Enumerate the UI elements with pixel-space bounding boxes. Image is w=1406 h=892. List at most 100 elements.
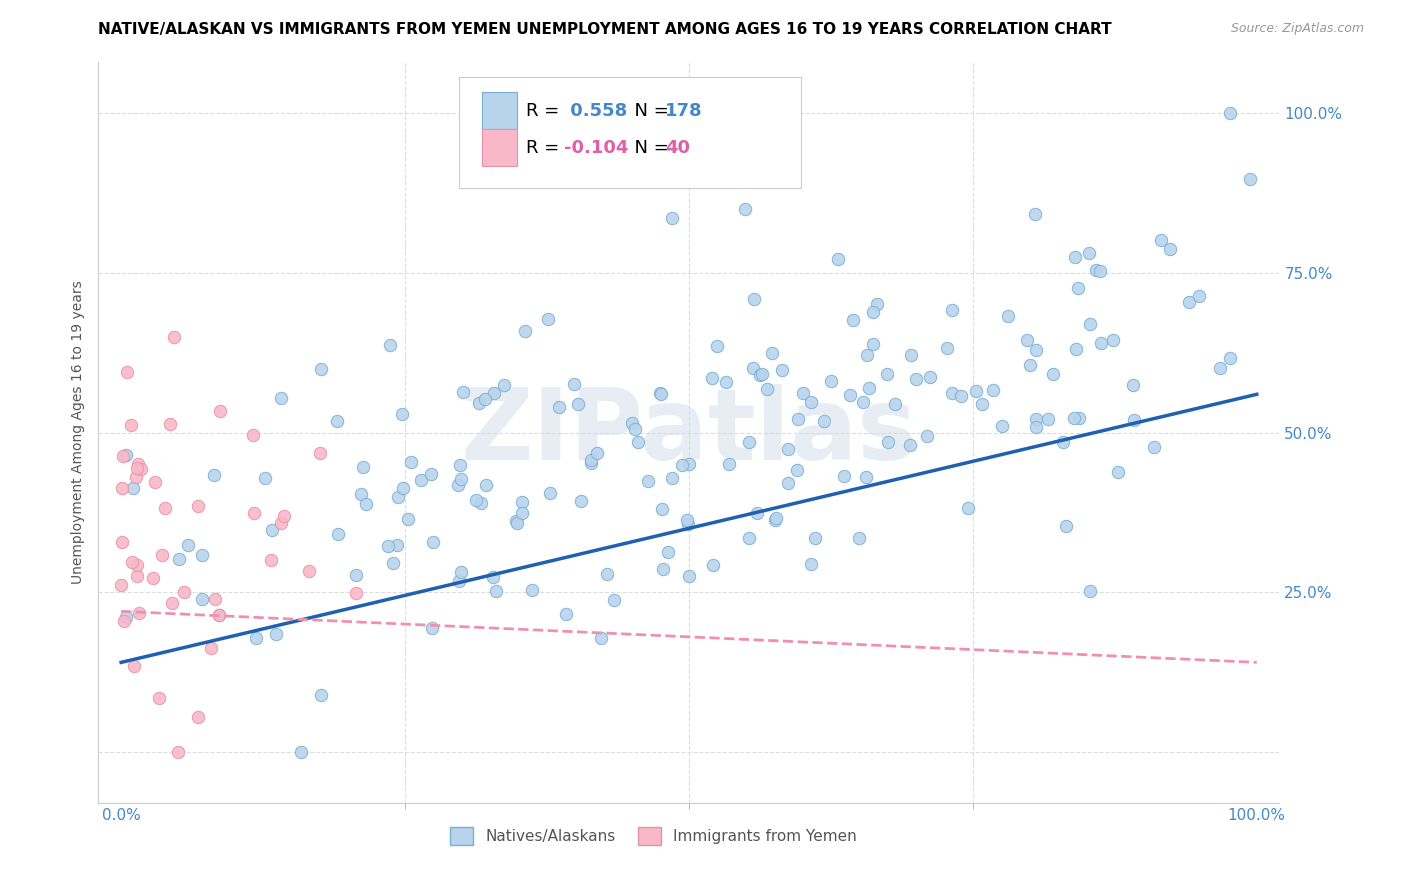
Point	[127, 457, 149, 471]
Point	[1090, 336, 1112, 351]
Point	[510, 495, 533, 509]
Point	[1025, 420, 1047, 434]
Text: 40: 40	[665, 138, 690, 157]
Point	[115, 365, 138, 379]
Point	[1219, 351, 1241, 365]
Point	[270, 516, 292, 531]
Point	[776, 475, 799, 490]
Point	[1063, 411, 1085, 425]
Point	[111, 535, 134, 549]
Point	[173, 585, 195, 599]
Point	[142, 571, 165, 585]
Point	[128, 606, 150, 620]
Point	[309, 688, 332, 702]
Point	[675, 512, 697, 526]
Point	[820, 374, 842, 388]
Point	[671, 458, 693, 472]
Point	[131, 462, 153, 476]
Point	[676, 516, 699, 531]
Point	[786, 463, 808, 477]
Point	[579, 457, 602, 471]
Point	[800, 394, 823, 409]
Point	[122, 482, 145, 496]
Point	[1107, 465, 1129, 479]
Point	[842, 313, 865, 327]
Point	[447, 574, 470, 588]
Point	[191, 592, 214, 607]
Point	[1088, 264, 1111, 278]
Point	[260, 553, 283, 567]
Point	[813, 414, 835, 428]
Point	[378, 338, 401, 352]
Point	[121, 555, 143, 569]
Point	[125, 470, 148, 484]
Point	[834, 469, 856, 483]
Point	[474, 392, 496, 406]
Text: Source: ZipAtlas.com: Source: ZipAtlas.com	[1230, 22, 1364, 36]
Point	[143, 475, 166, 490]
Point	[862, 337, 884, 351]
Point	[763, 513, 786, 527]
Point	[738, 435, 761, 450]
Point	[298, 564, 321, 578]
Point	[717, 457, 740, 471]
Point	[839, 388, 862, 402]
Point	[898, 438, 921, 452]
Point	[1054, 518, 1077, 533]
Point	[706, 339, 728, 353]
Point	[204, 592, 226, 607]
Point	[308, 446, 330, 460]
Point	[997, 310, 1019, 324]
Point	[1084, 263, 1107, 277]
Point	[804, 531, 827, 545]
Text: ZIPatlas: ZIPatlas	[461, 384, 917, 481]
Point	[290, 745, 312, 759]
Point	[492, 377, 515, 392]
Point	[827, 252, 849, 267]
Point	[311, 361, 333, 376]
Point	[657, 544, 679, 558]
Point	[474, 478, 496, 492]
Point	[254, 471, 277, 485]
Point	[242, 428, 264, 442]
Point	[122, 658, 145, 673]
Point	[377, 540, 399, 554]
Point	[1102, 334, 1125, 348]
Point	[786, 412, 808, 426]
Point	[1025, 412, 1047, 426]
Point	[200, 640, 222, 655]
Point	[468, 396, 491, 410]
Point	[125, 569, 148, 583]
Point	[115, 448, 138, 462]
Point	[510, 506, 533, 520]
Point	[714, 375, 737, 389]
FancyBboxPatch shape	[482, 129, 516, 166]
FancyBboxPatch shape	[458, 78, 801, 188]
Point	[148, 690, 170, 705]
Text: R =: R =	[526, 138, 565, 157]
Point	[1078, 583, 1101, 598]
Point	[596, 567, 619, 582]
Point	[208, 404, 231, 418]
Point	[678, 458, 700, 472]
Point	[167, 552, 190, 566]
Point	[770, 363, 793, 377]
Point	[344, 568, 367, 582]
Point	[270, 392, 292, 406]
Point	[449, 458, 471, 473]
Point	[522, 582, 544, 597]
Point	[392, 481, 415, 495]
Point	[800, 558, 823, 572]
Point	[586, 446, 609, 460]
Point	[409, 473, 432, 487]
Point	[396, 512, 419, 526]
Text: N =: N =	[623, 102, 675, 120]
Point	[391, 407, 413, 421]
Point	[111, 449, 134, 463]
Point	[848, 531, 870, 545]
Point	[965, 384, 987, 399]
Point	[761, 346, 783, 360]
Point	[776, 442, 799, 456]
Point	[447, 478, 470, 492]
Point	[941, 385, 963, 400]
